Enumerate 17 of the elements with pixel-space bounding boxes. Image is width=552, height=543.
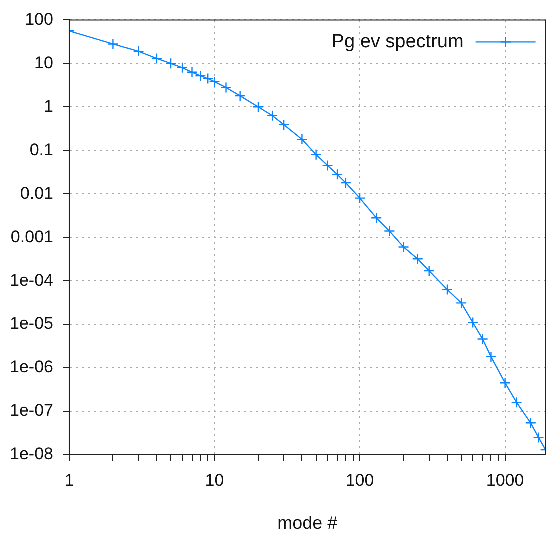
x-axis-title: mode # — [278, 513, 338, 534]
x-tick-label: 10 — [205, 470, 224, 490]
legend-label: Pg ev spectrum — [332, 31, 464, 52]
x-tick-label: 1 — [64, 470, 74, 490]
y-tick-label: 0.01 — [20, 184, 54, 203]
y-tick-label: 1 — [44, 96, 54, 116]
y-tick-label: 10 — [34, 53, 54, 72]
y-tick-label: 1e-04 — [10, 270, 54, 290]
x-tick-label: 100 — [346, 470, 374, 490]
y-tick-label: 1e-08 — [10, 444, 54, 464]
y-tick-label: 0.001 — [10, 227, 54, 246]
y-tick-label: 1e-06 — [10, 358, 54, 377]
x-tick-label: 1000 — [486, 470, 524, 490]
y-tick-label: 1e-05 — [10, 314, 54, 334]
y-tick-label: 100 — [25, 10, 54, 29]
y-tick-label: 1e-07 — [10, 401, 54, 420]
y-tick-label: 0.1 — [30, 140, 54, 160]
